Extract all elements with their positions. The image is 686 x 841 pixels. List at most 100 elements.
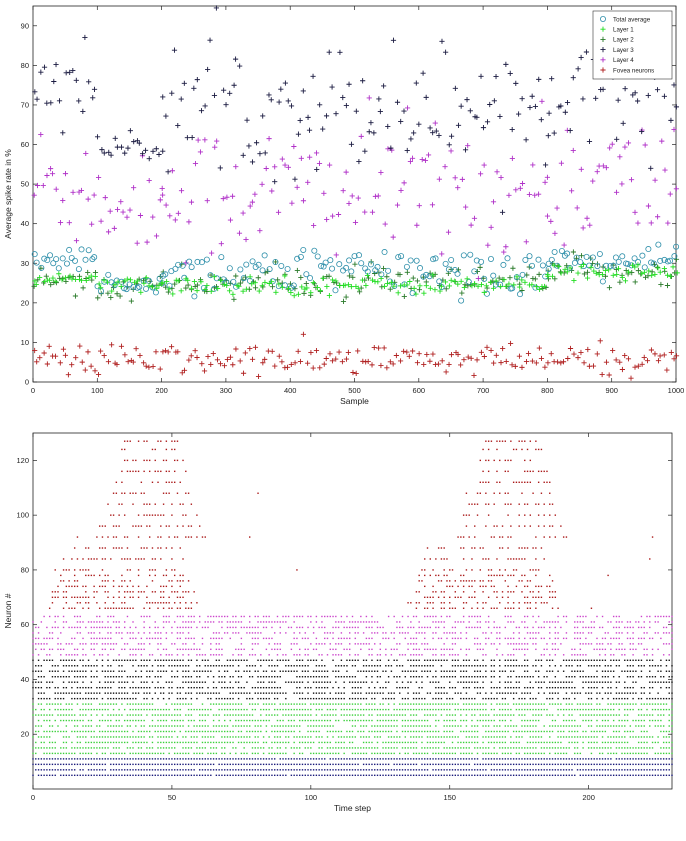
spike-dot (482, 742, 483, 743)
spike-dot (435, 692, 436, 693)
layer-4-point (89, 222, 94, 227)
spike-dot (605, 709, 606, 710)
spike-dot (210, 769, 211, 770)
spike-dot (363, 769, 364, 770)
spike-dot (410, 682, 411, 683)
layer-4-point (527, 192, 532, 197)
spike-dot (307, 709, 308, 710)
spike-dot (149, 775, 150, 776)
layer-1-point (649, 273, 654, 278)
spike-dot (555, 747, 556, 748)
layer-3-point (378, 109, 383, 114)
fovea-neurons-point (225, 357, 230, 362)
spike-dot (41, 764, 42, 765)
spike-dot (407, 692, 408, 693)
spike-dot (263, 676, 264, 677)
spike-dot (224, 682, 225, 683)
spike-dot (177, 698, 178, 699)
spike-dot (274, 736, 275, 737)
spike-dot (121, 682, 122, 683)
spike-dot (80, 769, 81, 770)
spike-dot (141, 758, 142, 759)
spike-dot (510, 753, 511, 754)
spike-dot (380, 764, 381, 765)
spike-dot (563, 714, 564, 715)
layer-4-point (63, 171, 68, 176)
layer-3-point (231, 83, 236, 88)
spike-dot (488, 720, 489, 721)
spike-dot (263, 671, 264, 672)
total-average-point (227, 266, 232, 271)
layer-4-point (202, 137, 207, 142)
spike-dot (299, 692, 300, 693)
spike-dot (132, 714, 133, 715)
spike-dot (110, 725, 111, 726)
spike-dot (449, 687, 450, 688)
total-average-point (549, 257, 554, 262)
layer-4-point (176, 211, 181, 216)
spike-dot (135, 687, 136, 688)
spike-dot (202, 682, 203, 683)
spike-dot (182, 742, 183, 743)
spike-dot (521, 714, 522, 715)
spike-dot (496, 725, 497, 726)
spike-dot (285, 764, 286, 765)
layer-4-point (186, 219, 191, 224)
spike-dot (221, 753, 222, 754)
spike-dot (252, 775, 253, 776)
layer-1-point (459, 279, 464, 284)
spike-dot (327, 742, 328, 743)
spike-dot (546, 676, 547, 677)
total-average-point (262, 253, 267, 258)
spike-dot (510, 769, 511, 770)
spike-dot (518, 758, 519, 759)
spike-dot (82, 747, 83, 748)
layer-2-point (558, 269, 563, 274)
spike-dot (305, 720, 306, 721)
spike-dot (224, 764, 225, 765)
layer-3-point (99, 147, 104, 152)
spike-dot (671, 682, 672, 683)
spike-dot (157, 731, 158, 732)
legend-label-layer-1: Layer 1 (613, 27, 634, 34)
spike-dot (421, 742, 422, 743)
spike-dot (280, 703, 281, 704)
spike-dot (285, 698, 286, 699)
layer-3-point (76, 98, 81, 103)
layer-4-point (571, 148, 576, 153)
spike-dot (641, 758, 642, 759)
spike-dot (521, 709, 522, 710)
spike-dot (71, 671, 72, 672)
layer-4-point (554, 205, 559, 210)
spike-dot (274, 753, 275, 754)
fovea-neurons-point (308, 350, 313, 355)
spike-dot (307, 725, 308, 726)
spike-dot (224, 698, 225, 699)
spike-dot (335, 769, 336, 770)
spike-dot (221, 687, 222, 688)
spike-dot (638, 709, 639, 710)
spike-dot (343, 682, 344, 683)
spike-dot (296, 769, 297, 770)
spike-dot (127, 769, 128, 770)
spike-dot (52, 703, 53, 704)
spike-dot (232, 725, 233, 726)
spike-dot (669, 714, 670, 715)
spike-dot (474, 714, 475, 715)
spike-dot (218, 671, 219, 672)
spike-rate-y-tick-label: 0 (25, 378, 29, 387)
spike-dot (488, 725, 489, 726)
fovea-neurons-point (558, 360, 563, 365)
spike-dot (257, 775, 258, 776)
spike-dot (102, 758, 103, 759)
spike-dot (371, 676, 372, 677)
spike-dot (413, 703, 414, 704)
spike-dot (649, 682, 650, 683)
spike-dot (260, 698, 261, 699)
spike-rate-x-tick-label: 300 (220, 386, 233, 395)
spike-dot (582, 709, 583, 710)
spike-dot (544, 769, 545, 770)
spike-dot (235, 736, 236, 737)
layer-3-point (510, 127, 515, 132)
spike-dot (421, 764, 422, 765)
